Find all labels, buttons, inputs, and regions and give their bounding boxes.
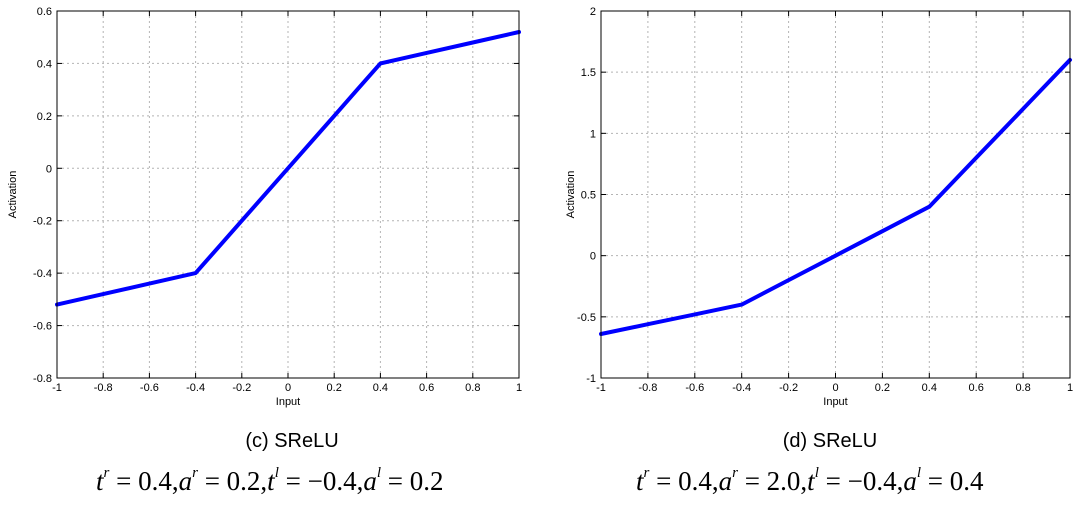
chart-d-xtick-label-2: -0.6 <box>685 382 704 394</box>
chart-d-ytick-label-0: -1 <box>586 373 596 385</box>
formula-c: tr = 0.4,ar = 0.2,tl = −0.4,al = 0.2 <box>96 465 444 497</box>
chart-c-ytick-label-7: 0.6 <box>37 6 52 18</box>
chart-c-xtick-label-10: 1 <box>516 382 522 394</box>
chart-d-xtick-label-10: 1 <box>1067 382 1073 394</box>
chart-d-xtick-label-6: 0.2 <box>875 382 890 394</box>
chart-c-ytick-label-1: -0.6 <box>33 321 52 333</box>
chart-d-xtick-label-3: -0.4 <box>732 382 751 394</box>
chart-c-ytick-label-2: -0.4 <box>33 268 52 280</box>
chart-d-ytick-label-3: 0.5 <box>581 190 596 202</box>
chart-c-series-line <box>55 30 521 307</box>
chart-d: -1 -0.8 -0.6 -0.4 -0.2 0 0.2 0.4 0.6 0.8 1 -1 -0.5 0 0… <box>565 6 1073 408</box>
chart-c-ytick-label-5: 0.2 <box>37 111 52 123</box>
chart-d-xtick-label-9: 0.8 <box>1015 382 1030 394</box>
caption-c: (c) SReLU <box>245 430 339 452</box>
chart-d-ytick-label-1: -0.5 <box>577 312 596 324</box>
chart-d-xtick-label-5: 0 <box>832 382 838 394</box>
chart-d-xtick-label-4: -0.2 <box>779 382 798 394</box>
chart-c-xtick-label-3: -0.4 <box>186 382 205 394</box>
chart-d-ytick-label-2: 0 <box>590 251 596 263</box>
chart-d-ytick-label-5: 1.5 <box>581 67 596 79</box>
chart-c-xtick-label-8: 0.6 <box>419 382 434 394</box>
chart-d-ylabel: Activation <box>565 171 577 219</box>
chart-c-xtick-label-6: 0.2 <box>327 382 342 394</box>
caption-d: (d) SReLU <box>782 430 878 452</box>
chart-c-xtick-label-2: -0.6 <box>140 382 159 394</box>
chart-c-xtick-label-9: 0.8 <box>465 382 480 394</box>
chart-c-xtick-label-7: 0.4 <box>373 382 388 394</box>
chart-c-xtick-label-0: -1 <box>52 382 62 394</box>
chart-c-ytick-label-3: -0.2 <box>33 216 52 228</box>
chart-d-xtick-label-1: -0.8 <box>638 382 657 394</box>
chart-d-ytick-label-4: 1 <box>590 128 596 140</box>
chart-c-xlabel: Input <box>276 396 300 408</box>
chart-d-series-line <box>599 57 1072 336</box>
chart-c-ytick-label-0: -0.8 <box>33 373 52 385</box>
chart-d-xlabel: Input <box>823 396 847 408</box>
chart-c: -1 -0.8 -0.6 -0.4 -0.2 0 0.2 0.4 0.6 0.8 1-0.8-0.6… <box>7 6 522 408</box>
formula-d: tr = 0.4,ar = 2.0,tl = −0.4,al = 0.4 <box>636 465 984 497</box>
chart-c-ylabel: Activation <box>7 171 19 219</box>
chart-d-xtick-label-8: 0.6 <box>969 382 984 394</box>
chart-d-xtick-label-0: -1 <box>596 382 606 394</box>
chart-c-ytick-label-6: 0.4 <box>37 58 52 70</box>
chart-c-xtick-label-1: -0.8 <box>94 382 113 394</box>
chart-d-ytick-label-6: 2 <box>590 6 596 18</box>
chart-d-xtick-label-7: 0.4 <box>922 382 937 394</box>
chart-c-xtick-label-4: -0.2 <box>232 382 251 394</box>
chart-c-xtick-label-5: 0 <box>285 382 291 394</box>
chart-c-ytick-label-4: 0 <box>46 163 52 175</box>
